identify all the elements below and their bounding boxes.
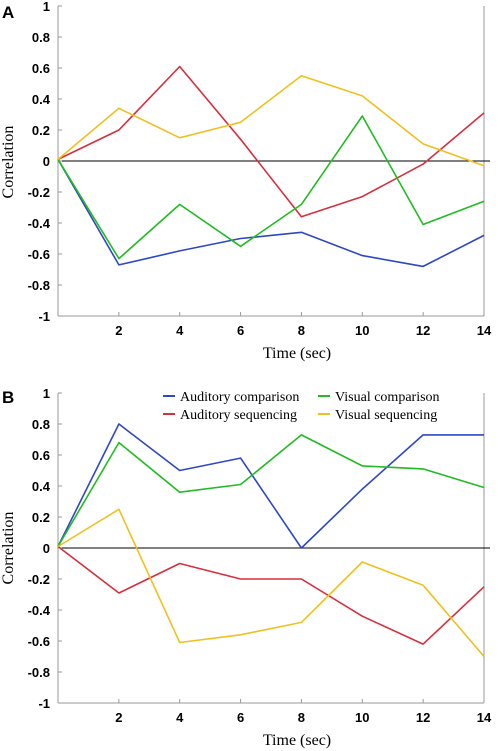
panel-b-y-tick-label: 1 bbox=[43, 386, 50, 401]
panel-b-legend-label: Auditory sequencing bbox=[180, 408, 297, 423]
panel-a-series-line-3 bbox=[57, 75, 485, 167]
panel-b-y-tick-label: -0.2 bbox=[28, 572, 50, 587]
panel-b-chart: B Correlation Time (sec) 1 0.8 0.6 0.4 0.2 0 -… bbox=[0, 386, 492, 749]
panel-b-y-tick-label: 0.8 bbox=[32, 417, 50, 432]
panel-a-x-tick-label: 4 bbox=[176, 323, 184, 338]
panel-b-label: B bbox=[2, 388, 14, 407]
panel-a-series-line-2 bbox=[57, 115, 485, 260]
panel-b-x-tick-label: 4 bbox=[176, 710, 184, 725]
panel-a-y-tick-label: -0.8 bbox=[28, 278, 50, 293]
panel-a-x-tick-label: 8 bbox=[298, 323, 305, 338]
panel-a-y-tick-label: 1 bbox=[43, 0, 50, 14]
panel-b-x-tick-label: 10 bbox=[355, 710, 369, 725]
panel-b-x-axis-title: Time (sec) bbox=[263, 732, 331, 749]
panel-a-y-tick-label: -0.4 bbox=[28, 216, 51, 231]
panel-a-y-tick-label: -1 bbox=[38, 309, 50, 324]
panel-a-label: A bbox=[2, 3, 14, 22]
panel-a-x-tick-label: 2 bbox=[115, 323, 122, 338]
panel-b-series-line-0 bbox=[57, 423, 484, 549]
panel-a-x-tick-label: 6 bbox=[237, 323, 244, 338]
panel-a-y-tick-label: 0.6 bbox=[32, 61, 50, 76]
panel-a-series-line-0 bbox=[57, 159, 485, 268]
panel-b-series-line-3 bbox=[57, 508, 485, 658]
panel-b-y-tick-label: 0.2 bbox=[32, 510, 50, 525]
panel-a-y-tick-label: 0.2 bbox=[32, 123, 50, 138]
panel-b-y-tick-label: 0.6 bbox=[32, 448, 50, 463]
panel-b-y-tick-label: -1 bbox=[38, 696, 50, 711]
panel-a-y-axis-title: Correlation bbox=[0, 126, 17, 199]
panel-a-y-tick-label: -0.6 bbox=[28, 247, 50, 262]
panel-b-y-tick-label: -0.8 bbox=[28, 665, 50, 680]
panel-b-y-tick-label: 0 bbox=[43, 541, 50, 556]
panel-b-x-tick-label: 8 bbox=[298, 710, 305, 725]
panel-b-y-tick-label: -0.6 bbox=[28, 634, 50, 649]
panel-b-x-tick-label: 6 bbox=[237, 710, 244, 725]
panel-b-legend-label: Visual sequencing bbox=[335, 408, 437, 423]
panel-a-y-tick-label: 0.8 bbox=[32, 30, 50, 45]
panel-b-y-tick-label: 0.4 bbox=[32, 479, 51, 494]
panel-a-chart: A Correlation Time (sec) 1 0.8 0.6 0.4 0.2 0 -… bbox=[0, 0, 492, 362]
panel-b-series-line-2 bbox=[57, 434, 485, 547]
panel-a-y-tick-label: -0.2 bbox=[28, 185, 50, 200]
panel-b-y-tick-label: -0.4 bbox=[28, 603, 51, 618]
panel-a-series-line-1 bbox=[57, 65, 485, 218]
panel-b-legend-label: Visual comparison bbox=[335, 390, 440, 405]
panel-b-x-tick-label: 14 bbox=[477, 710, 492, 725]
panel-a-y-tick-label: 0.4 bbox=[32, 92, 51, 107]
panel-b-x-tick-label: 2 bbox=[115, 710, 122, 725]
panel-a-x-tick-label: 10 bbox=[355, 323, 369, 338]
panel-b-y-axis-title: Correlation bbox=[0, 512, 17, 585]
panel-b-series-line-1 bbox=[57, 545, 485, 645]
panel-a-x-tick-label: 14 bbox=[477, 323, 492, 338]
panel-b-legend-label: Auditory comparison bbox=[180, 390, 299, 405]
panel-a-y-tick-label: 0 bbox=[43, 154, 50, 169]
panel-a-x-tick-label: 12 bbox=[416, 323, 430, 338]
panel-a-x-axis-title: Time (sec) bbox=[263, 345, 331, 362]
panel-b-x-tick-label: 12 bbox=[416, 710, 430, 725]
